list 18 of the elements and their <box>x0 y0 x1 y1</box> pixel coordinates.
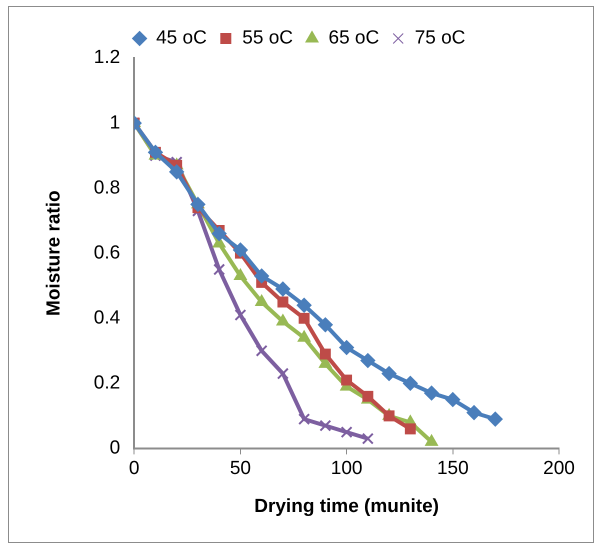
legend-label: 55 oC <box>242 28 293 49</box>
y-axis-title: Moisture ratio <box>44 190 65 316</box>
x-tick-label: 150 <box>436 458 469 480</box>
y-tick-label: 0 <box>110 438 120 459</box>
y-tick-label: 0.4 <box>94 308 121 328</box>
x-tick-label: 0 <box>128 458 140 480</box>
y-tick-label: 0.6 <box>94 242 120 264</box>
x-tick-label: 100 <box>330 458 362 480</box>
legend-label: 75 oC <box>414 28 466 49</box>
legend-label: 45 oC <box>156 28 207 49</box>
y-tick-label: 0.8 <box>94 177 120 198</box>
x-axis-title: Drying time (munite) <box>254 496 439 517</box>
y-tick-label: 1 <box>110 112 120 134</box>
y-tick-label: 1.2 <box>94 47 120 68</box>
x-tick-label: 50 <box>230 458 251 480</box>
x-tick-label: 200 <box>543 458 575 480</box>
y-tick-label: 0.2 <box>94 372 120 394</box>
legend-label: 65 oC <box>328 28 380 49</box>
